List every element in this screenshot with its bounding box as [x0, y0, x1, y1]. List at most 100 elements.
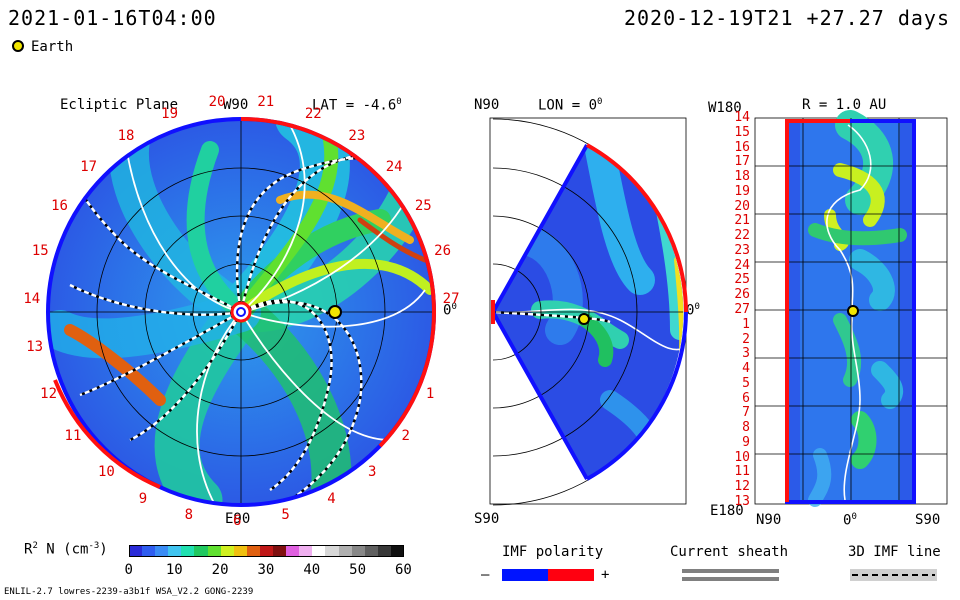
ecliptic-title: Ecliptic Plane [60, 97, 179, 113]
ring-number: 10 [98, 463, 115, 480]
radial-y-number: 4 [742, 361, 750, 377]
ring-number: 16 [51, 198, 68, 214]
colorbar-swatch [351, 545, 366, 557]
imf-line-title: 3D IMF line [848, 544, 941, 560]
ring-number: 11 [64, 428, 82, 445]
radial-y-number: 8 [742, 420, 750, 436]
colorbar-swatch [142, 545, 156, 557]
meridional-bottom-label: S90 [474, 511, 500, 527]
radial-y-number: 16 [734, 139, 750, 155]
radial-y-number: 25 [734, 272, 750, 288]
radial-y-number: 9 [742, 434, 750, 450]
colorbar-tick: 0 [124, 562, 133, 578]
colorbar-swatch [181, 545, 195, 557]
radial-y-number: 26 [734, 287, 750, 303]
earth-label: Earth [31, 39, 74, 55]
colorbar-swatch [325, 545, 340, 557]
ring-number: 21 [257, 94, 275, 111]
radial-title: R = 1.0 AU [802, 97, 887, 113]
ring-number: 22 [304, 105, 322, 122]
radial-y-number: 15 [734, 124, 750, 140]
ring-number: 12 [40, 386, 58, 403]
ring-number: 20 [208, 94, 226, 111]
earth-meridional-icon [578, 313, 590, 325]
radial-top-left-label: W180 [708, 100, 742, 116]
radial-y-number: 7 [742, 405, 750, 421]
colorbar-label: R2 N (cm-3) [24, 541, 108, 558]
ring-number: 17 [80, 158, 98, 175]
colorbar-frame [129, 545, 404, 557]
ring-number: 25 [414, 198, 432, 214]
ring-number: 18 [117, 127, 135, 144]
ring-number: 6 [233, 513, 242, 529]
radial-y-number: 27 [734, 302, 750, 317]
ring-number: 9 [138, 490, 148, 507]
footer-run-info: ENLIL-2.7 lowres-2239-a3b1f WSA_V2.2 GON… [4, 587, 254, 597]
ecliptic-lat-label: LAT = -4.60 [312, 97, 402, 114]
radial-bottom-left-label: E180 [710, 503, 744, 519]
ecliptic-bottom-label: E90 [225, 511, 251, 527]
colorbar-swatch [390, 545, 405, 557]
colorbar-swatch [299, 545, 313, 557]
meridional-right-label: 00 [686, 302, 700, 319]
radial-y-number: 10 [734, 449, 750, 465]
radial-y-number: 3 [742, 346, 750, 362]
ecliptic-top-label: W90 [223, 97, 249, 113]
earth-radial-icon [847, 305, 859, 317]
imf-positive-swatch [548, 569, 594, 581]
ring-number: 8 [184, 507, 193, 524]
colorbar-swatch [129, 545, 143, 557]
colorbar-swatch [364, 545, 379, 557]
radial-y-number: 14 [734, 110, 750, 125]
current-sheath-title: Current sheath [670, 544, 789, 560]
colorbar-swatch [194, 545, 209, 557]
ring-number: 2 [401, 428, 410, 445]
radial-y-number: 17 [734, 154, 750, 170]
imf-minus-sign: – [481, 567, 490, 583]
ring-number: 24 [385, 158, 403, 175]
colorbar-swatch [377, 545, 392, 557]
colorbar-swatch [233, 545, 248, 557]
current-sheath-swatch [682, 569, 779, 573]
radial-y-number: 23 [734, 242, 750, 258]
imf-negative-swatch [502, 569, 548, 581]
colorbar-tick: 50 [349, 562, 367, 578]
ring-number: 15 [31, 242, 49, 259]
run-time: 2020-12-19T21 +27.27 days [623, 6, 950, 30]
colorbar-swatch [273, 545, 287, 557]
ring-number: 3 [367, 463, 377, 480]
colorbar-tick: 60 [395, 562, 412, 578]
imf-plus-sign: + [601, 567, 610, 583]
radial-x-label-0: 00 [843, 512, 857, 529]
ring-number: 13 [26, 339, 44, 356]
colorbar-swatch [246, 545, 261, 557]
radial-y-number: 19 [734, 183, 750, 199]
model-time: 2021-01-16T04:00 [8, 6, 217, 30]
radial-x-label-n90: N90 [756, 512, 782, 528]
radial-y-number: 1 [742, 316, 750, 332]
radial-y-number: 24 [734, 257, 750, 273]
meridional-title: LON = 00 [538, 97, 603, 114]
colorbar-swatch [207, 545, 222, 557]
meridional-top-label: N90 [474, 97, 500, 113]
colorbar-tick: 40 [303, 562, 321, 578]
imf-polarity-title: IMF polarity [502, 544, 604, 560]
radial-y-number: 5 [742, 375, 750, 391]
earth-marker-icon [12, 40, 24, 52]
radial-y-number: 21 [734, 213, 750, 229]
ring-number: 27 [442, 290, 460, 307]
colorbar-swatch [155, 545, 169, 557]
radial-y-number: 11 [734, 464, 750, 480]
colorbar-tick: 30 [257, 562, 275, 578]
ring-number: 14 [23, 290, 41, 307]
ring-number: 23 [348, 127, 366, 144]
radial-y-number: 22 [734, 228, 750, 244]
ring-number: 1 [425, 386, 435, 403]
radial-x-label-s90: S90 [915, 512, 941, 528]
colorbar-swatch [286, 545, 300, 557]
ring-number: 19 [161, 105, 179, 122]
earth-ecliptic-icon [328, 305, 342, 319]
radial-y-number: 13 [734, 494, 750, 509]
ring-number: 26 [434, 242, 452, 259]
